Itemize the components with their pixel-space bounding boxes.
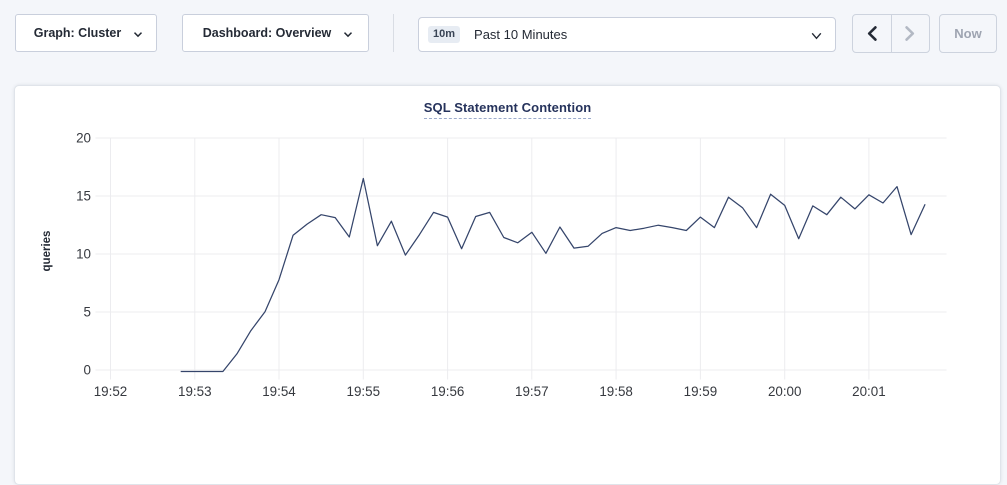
- svg-text:10: 10: [76, 247, 91, 262]
- svg-text:19:53: 19:53: [178, 384, 212, 399]
- svg-text:20:01: 20:01: [852, 384, 886, 399]
- svg-text:19:59: 19:59: [684, 384, 718, 399]
- svg-text:19:56: 19:56: [431, 384, 465, 399]
- svg-text:5: 5: [84, 305, 91, 320]
- svg-text:19:52: 19:52: [94, 384, 128, 399]
- svg-text:19:54: 19:54: [262, 384, 296, 399]
- svg-text:19:57: 19:57: [515, 384, 549, 399]
- svg-text:0: 0: [84, 363, 91, 378]
- svg-text:20: 20: [76, 131, 91, 146]
- svg-text:19:55: 19:55: [347, 384, 381, 399]
- svg-text:queries: queries: [41, 231, 53, 272]
- svg-text:15: 15: [76, 189, 91, 204]
- svg-text:20:00: 20:00: [768, 384, 802, 399]
- svg-text:19:58: 19:58: [599, 384, 633, 399]
